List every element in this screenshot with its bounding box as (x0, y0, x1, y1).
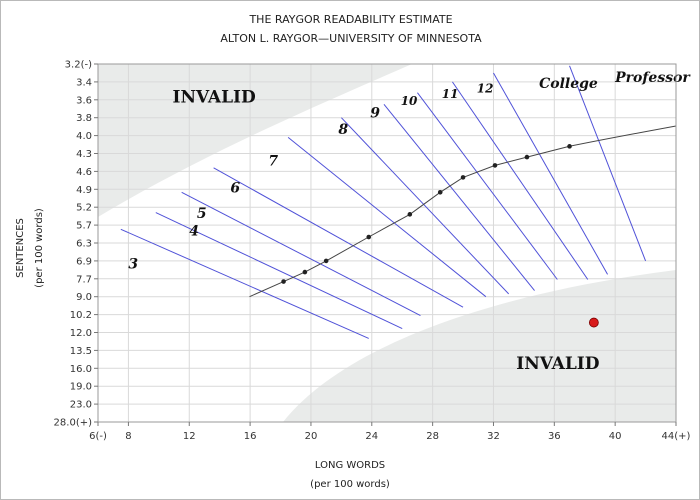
x-tick-label: 24 (365, 431, 378, 442)
invalid-zone-top (98, 64, 412, 217)
grade-line (287, 137, 487, 298)
chart-subtitle: ALTON L. RAYGOR—UNIVERSITY OF MINNESOTA (220, 32, 482, 45)
x-tick-label: 44(+) (662, 431, 691, 442)
y-tick-label: 5.7 (76, 221, 92, 232)
x-tick-label: 28 (426, 431, 439, 442)
y-tick-label: 6.3 (76, 239, 92, 250)
y-tick-label: 4.0 (76, 131, 92, 142)
y-axis-label: SENTENCES (15, 218, 26, 278)
curve-point (281, 279, 286, 284)
invalid-label: INVALID (516, 354, 599, 374)
grade-label: 10 (401, 94, 418, 108)
y-tick-label: 16.0 (70, 364, 92, 375)
y-tick-label: 3.2(-) (65, 60, 92, 71)
grade-line (493, 72, 608, 275)
x-tick-label: 16 (244, 431, 257, 442)
grade-line (451, 81, 589, 280)
x-tick-label: 36 (548, 431, 561, 442)
x-tick-label: 6(-) (89, 431, 107, 442)
curve-point (437, 189, 443, 195)
invalid-label: INVALID (173, 87, 256, 107)
grade-label: College (539, 76, 598, 92)
grid-lines (98, 64, 676, 422)
chart-title: THE RAYGOR READABILITY ESTIMATE (249, 13, 453, 26)
grade-curve (249, 125, 677, 298)
y-tick-label: 4.9 (76, 185, 92, 196)
x-tick-label: 32 (487, 431, 500, 442)
curve-point (492, 163, 498, 168)
y-axis-sublabel: (per 100 words) (34, 208, 45, 288)
grade-line (341, 117, 510, 295)
y-tick-label: 6.9 (76, 256, 92, 267)
curve-point (567, 144, 572, 149)
grade-labels: 3 4 5 6 7 8 9 10 11 12 College Professor INVALID INVA… (128, 70, 691, 374)
grade-label: 5 (197, 206, 207, 222)
grade-label: 12 (477, 82, 494, 96)
x-tick-label: 40 (609, 431, 622, 442)
grade-label: 4 (189, 224, 199, 240)
y-tick-label: 4.6 (76, 167, 92, 178)
curve-point (460, 175, 466, 180)
grade-label: 6 (230, 180, 240, 196)
invalid-zone-bottom (283, 270, 676, 422)
y-tick-label: 28.0(+) (54, 418, 93, 429)
grade-lines (120, 65, 647, 339)
x-axis-label: LONG WORDS (315, 460, 385, 471)
grade-line (383, 103, 535, 291)
grade-line (417, 92, 558, 280)
y-tick-label: 3.6 (76, 95, 92, 106)
axes: 6(-) 8 12 16 20 24 28 32 36 40 44(+)3.2(-)3.43.63.… (54, 60, 691, 443)
y-tick-label: 19.0 (70, 382, 92, 393)
sample-marker (588, 317, 599, 328)
curve-point (323, 258, 329, 264)
grade-label: 9 (370, 106, 380, 122)
grade-line (569, 65, 647, 262)
curve-line (249, 125, 677, 298)
y-tick-label: 3.8 (76, 113, 92, 124)
grade-line (155, 212, 403, 329)
y-tick-label: 9.0 (76, 292, 92, 303)
x-tick-label: 8 (125, 431, 131, 442)
grade-label: 8 (338, 122, 348, 138)
y-tick-label: 13.5 (70, 346, 92, 357)
x-tick-label: 12 (183, 431, 196, 442)
curve-point (366, 234, 372, 240)
grade-label: 11 (442, 87, 459, 101)
curve-point (302, 269, 308, 275)
y-tick-label: 7.7 (76, 274, 92, 285)
y-tick-label: 10.2 (70, 310, 92, 321)
grade-label: 3 (128, 257, 138, 273)
grade-line (181, 191, 421, 317)
y-tick-label: 5.2 (76, 203, 92, 214)
x-tick-label: 20 (305, 431, 318, 442)
grade-label: Professor (614, 70, 691, 86)
grade-label: 7 (268, 153, 278, 169)
curve-point (407, 212, 413, 217)
grade-line (120, 228, 369, 339)
grade-line (213, 167, 464, 308)
x-axis-sublabel: (per 100 words) (310, 479, 390, 490)
y-tick-label: 12.0 (70, 328, 92, 339)
curve-point (524, 154, 530, 160)
y-tick-label: 4.3 (76, 149, 92, 160)
y-tick-label: 23.0 (70, 400, 92, 411)
y-tick-label: 3.4 (76, 77, 92, 88)
